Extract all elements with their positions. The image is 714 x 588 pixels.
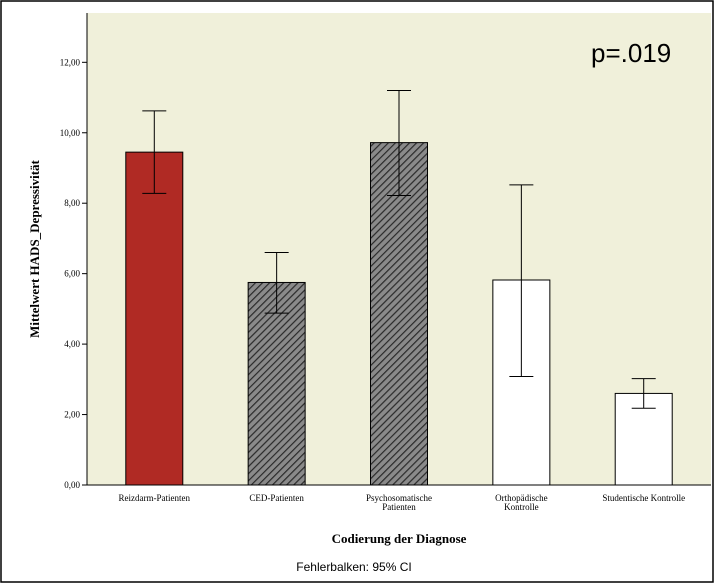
y-tick-label: 12,00 xyxy=(60,57,81,67)
error-bar-note: Fehlerbalken: 95% CI xyxy=(296,560,411,574)
y-tick-label: 0,00 xyxy=(64,480,80,490)
error-bars xyxy=(142,89,656,409)
x-tick-label: Patienten xyxy=(382,502,416,512)
bar xyxy=(125,151,184,486)
y-axis: 0,00 2,00 4,00 6,00 8,00 10,00 12,00 xyxy=(60,57,87,490)
x-tick-label: Reizdarm-Patienten xyxy=(119,493,191,503)
x-axis-title: Codierung der Diagnose xyxy=(332,531,467,546)
x-tick-label: CED-Patienten xyxy=(249,493,304,503)
x-tick-labels: Reizdarm-Patienten CED-Patienten Psychosom… xyxy=(119,493,686,512)
y-tick-label: 6,00 xyxy=(64,269,80,279)
x-tick-label: Orthopädische xyxy=(495,493,547,503)
y-axis-title: Mittelwert HADS_Depressivität xyxy=(27,159,42,337)
bar-series xyxy=(125,142,673,486)
x-tick-label: Studentische Kontrolle xyxy=(602,493,685,503)
x-tick-label: Kontrolle xyxy=(504,502,539,512)
y-tick-label: 2,00 xyxy=(64,410,80,420)
y-tick-label: 10,00 xyxy=(60,128,81,138)
bar xyxy=(247,281,306,486)
p-value-annotation: p=.019 xyxy=(591,38,671,68)
bar xyxy=(370,142,428,486)
y-tick-label: 4,00 xyxy=(64,339,80,349)
x-tick-label: Psychosomatische xyxy=(366,493,432,503)
y-tick-label: 8,00 xyxy=(64,198,80,208)
